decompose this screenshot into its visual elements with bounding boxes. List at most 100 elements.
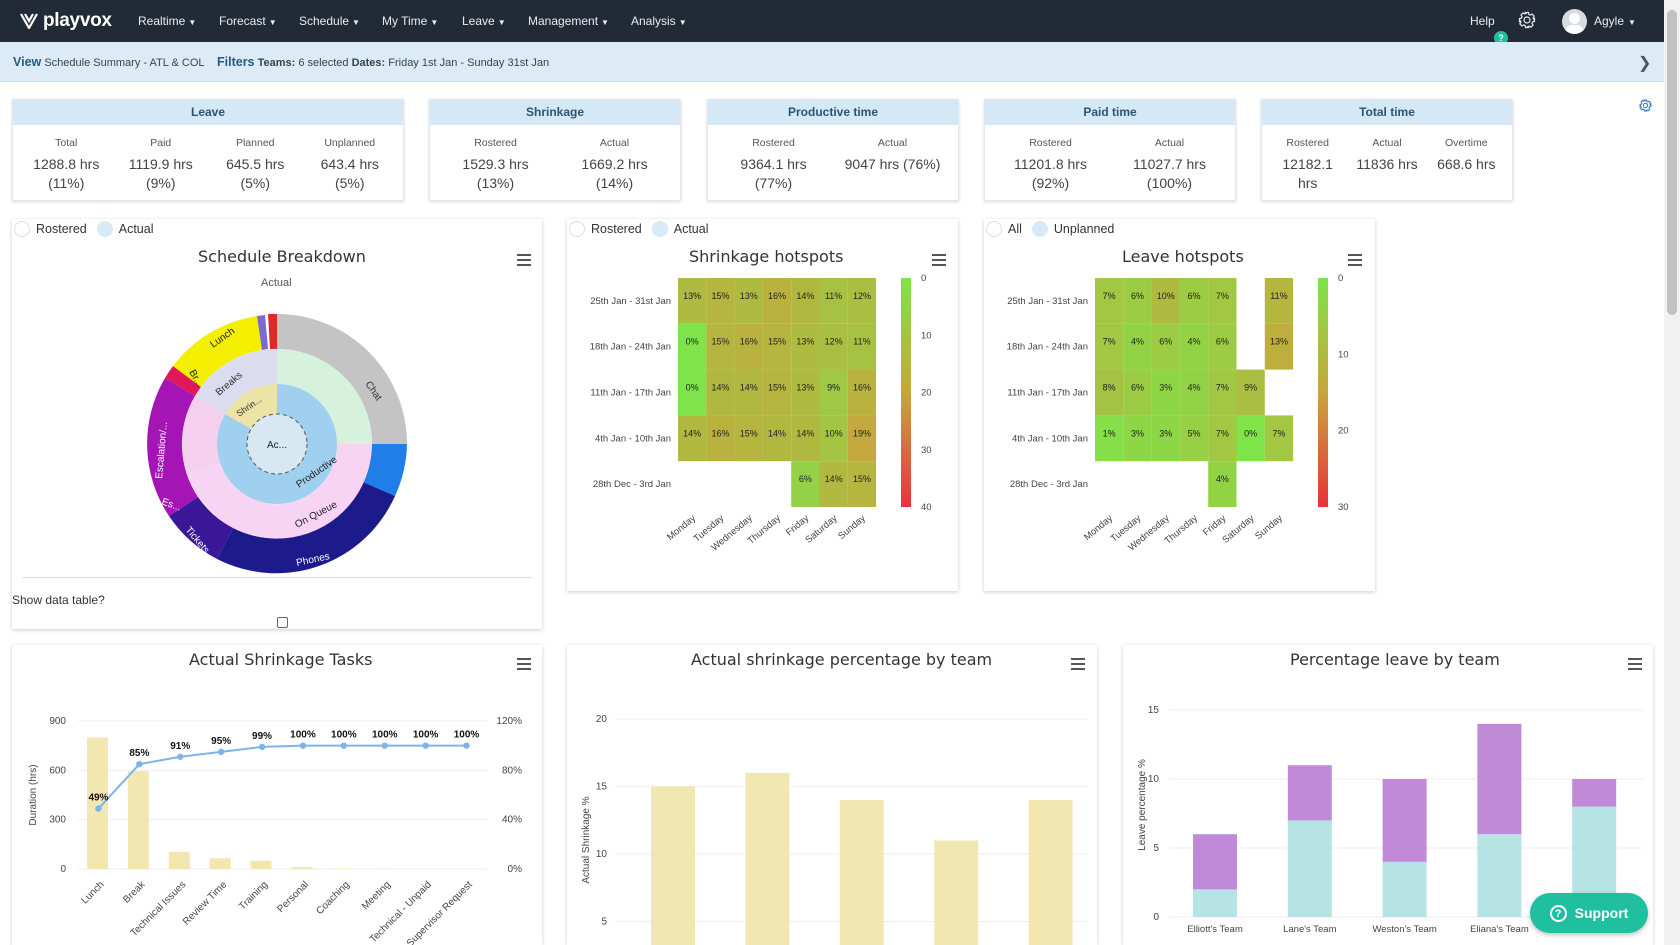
heatmap-cell[interactable] [678,369,707,416]
heatmap-cell[interactable] [1151,323,1180,370]
heatmap-cell[interactable] [1151,278,1180,324]
leave-toggle[interactable]: All Unplanned [986,221,1114,237]
breakdown-toggle[interactable]: Rostered Actual [14,221,153,237]
bar[interactable] [127,771,149,869]
heatmap-cell[interactable] [791,278,820,324]
rostered-radio[interactable] [569,221,585,237]
bar-segment[interactable] [1287,765,1332,821]
nav-forecast[interactable]: Forecast ▼ [219,14,277,28]
heatmap-cell[interactable] [706,278,735,324]
heatmap-cell[interactable] [1123,278,1152,324]
heatmap-cell[interactable] [678,323,707,370]
avatar[interactable] [1562,9,1587,34]
bar[interactable] [745,773,790,945]
view-selector[interactable]: View Schedule Summary - ATL & COL [13,55,205,69]
unplanned-radio[interactable] [1031,221,1048,237]
heatmap-cell[interactable] [1208,369,1237,416]
line-point[interactable] [340,742,348,749]
bar-segment[interactable] [1477,723,1522,835]
bar[interactable] [839,800,884,945]
line-point[interactable] [463,742,470,749]
chart-menu-icon[interactable] [517,254,531,266]
scrollbar-thumb[interactable] [1667,10,1677,315]
panel-settings-icon[interactable] [1639,99,1652,112]
heatmap-cell[interactable] [1123,323,1152,370]
heatmap-cell[interactable] [734,369,763,416]
line-point[interactable] [95,805,102,812]
heatmap-cell[interactable] [819,278,848,324]
heatmap-cell[interactable] [847,415,877,462]
nav-my-time[interactable]: My Time ▼ [382,14,438,28]
heatmap-cell[interactable] [678,278,707,324]
heatmap-cell[interactable] [706,323,735,370]
chart-menu-icon[interactable] [1628,658,1642,670]
heatmap-cell[interactable] [762,369,792,416]
rostered-radio[interactable] [14,221,30,237]
help-link[interactable]: Help [1470,14,1495,28]
bar-segment[interactable] [1287,820,1332,917]
bar[interactable] [651,786,695,945]
heatmap-cell[interactable] [734,278,763,324]
heatmap-cell[interactable] [1179,323,1209,370]
show-data-table-checkbox[interactable] [277,617,288,628]
line-point[interactable] [217,748,225,756]
bar[interactable] [934,840,979,945]
chart-menu-icon[interactable] [1348,254,1362,266]
heatmap-cell[interactable] [1264,415,1294,462]
user-menu[interactable]: Agyle ▼ [1594,14,1636,28]
bar-segment[interactable] [1572,779,1617,807]
heatmap-cell[interactable] [791,369,820,416]
heatmap-cell[interactable] [734,323,763,370]
chart-menu-icon[interactable] [1071,658,1085,670]
page-scrollbar[interactable] [1664,0,1680,945]
support-button[interactable]: ? Support [1530,893,1648,933]
line-point[interactable] [422,742,429,749]
bar-segment[interactable] [1193,834,1237,890]
heatmap-cell[interactable] [762,323,792,370]
chart-menu-icon[interactable] [517,658,531,670]
all-radio[interactable] [986,221,1002,237]
sunburst-center[interactable] [246,413,308,475]
heatmap-cell[interactable] [819,415,848,462]
bar-segment[interactable] [1477,834,1522,917]
heatmap-cell[interactable] [1095,415,1124,462]
heatmap-cell[interactable] [847,278,877,324]
heatmap-cell[interactable] [847,461,877,507]
bar[interactable] [291,867,313,869]
heatmap-cell[interactable] [1208,323,1237,370]
bar[interactable] [87,737,108,869]
heatmap-cell[interactable] [1179,415,1209,462]
help-badge[interactable]: ? [1494,31,1508,45]
heatmap-cell[interactable] [1236,369,1265,416]
heatmap-cell[interactable] [678,415,707,462]
heatmap-cell[interactable] [1095,323,1124,370]
filters-summary[interactable]: Filters Teams: 6 selected Dates: Friday … [217,55,549,69]
bar-segment[interactable] [1193,889,1237,917]
bar[interactable] [168,851,190,869]
heatmap-cell[interactable] [762,415,792,462]
line-point[interactable] [381,742,388,749]
heatmap-cell[interactable] [1095,278,1124,324]
actual-radio[interactable] [96,221,113,237]
heatmap-cell[interactable] [1179,278,1209,324]
line-point[interactable] [136,760,143,768]
actual-radio[interactable] [651,221,668,237]
line-point[interactable] [177,753,184,760]
shrinkage-toggle[interactable]: Rostered Actual [569,221,708,237]
heatmap-cell[interactable] [847,369,877,416]
heatmap-cell[interactable] [819,369,848,416]
bar[interactable] [250,860,272,869]
line-point[interactable] [299,742,307,749]
heatmap-cell[interactable] [734,415,763,462]
heatmap-cell[interactable] [791,415,820,462]
bar[interactable] [1028,800,1073,945]
heatmap-cell[interactable] [1208,278,1237,324]
heatmap-cell[interactable] [791,461,820,507]
settings-gear-icon[interactable] [1518,11,1536,29]
heatmap-cell[interactable] [1264,278,1294,324]
chevron-right-icon[interactable]: ❯ [1638,55,1652,72]
nav-realtime[interactable]: Realtime ▼ [138,14,196,28]
heatmap-cell[interactable] [762,278,792,324]
heatmap-cell[interactable] [819,461,848,507]
heatmap-cell[interactable] [706,369,735,416]
